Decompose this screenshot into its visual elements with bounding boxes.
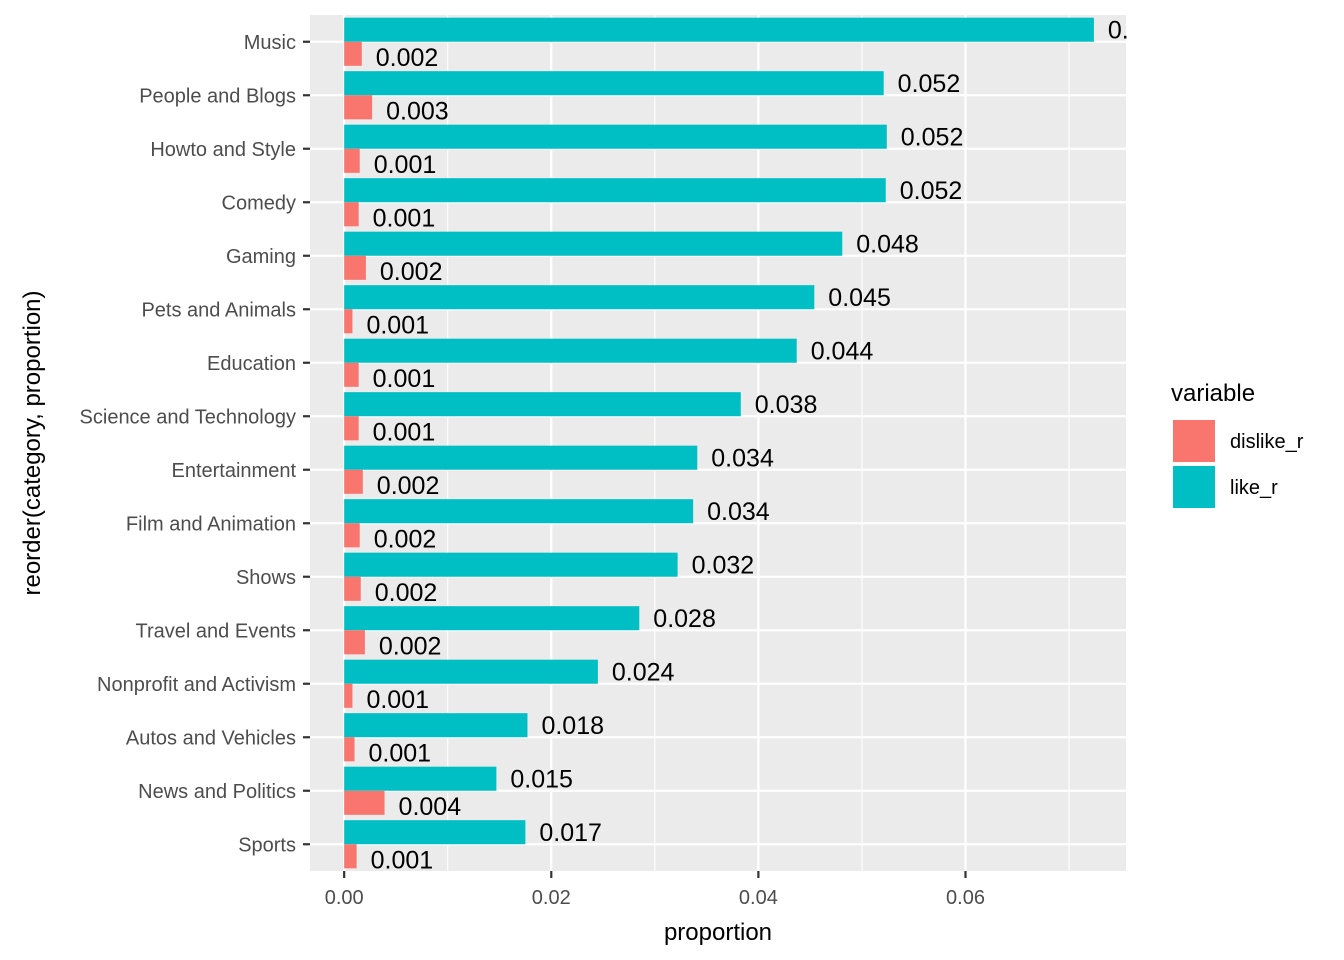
value-labels-layer: 0. 0.002 0.052 0.003 0.052 0.001 0.052 0.001 0.0… <box>366 17 1128 875</box>
bar-like <box>344 17 1094 42</box>
y-tick-label: Film and Animation <box>126 513 296 535</box>
value-label-dislike: 0.002 <box>380 258 443 286</box>
legend-label-like: like_r <box>1230 477 1278 499</box>
bar-like <box>344 178 886 203</box>
legend-swatch-dislike <box>1173 420 1215 462</box>
y-tick-label: Music <box>244 32 296 54</box>
bar-dislike <box>344 362 359 387</box>
bar-dislike <box>344 95 373 120</box>
value-label-like: 0.052 <box>898 70 961 98</box>
value-label-dislike: 0.001 <box>369 739 432 767</box>
value-label-dislike: 0.004 <box>399 793 462 821</box>
y-tick-label: Pets and Animals <box>141 299 296 321</box>
value-label-like: 0.028 <box>653 605 716 633</box>
bar-like <box>344 285 815 310</box>
bar-like <box>344 71 884 96</box>
value-label-dislike: 0.002 <box>374 525 437 553</box>
y-tick-label: Nonprofit and Activism <box>97 674 296 696</box>
y-tick-label: Science and Technology <box>80 406 296 428</box>
bar-dislike <box>344 523 360 548</box>
bar-dislike <box>344 255 366 280</box>
x-tick-label: 0.02 <box>532 887 571 909</box>
y-tick-label: People and Blogs <box>139 85 296 107</box>
value-label-dislike: 0.002 <box>377 472 440 500</box>
bar-dislike <box>344 737 355 762</box>
bar-dislike <box>344 630 365 655</box>
x-tick-label: 0.00 <box>325 887 364 909</box>
value-label-like: 0.018 <box>541 712 604 740</box>
y-tick-label: News and Politics <box>138 781 296 803</box>
x-tick-label: 0.04 <box>739 887 778 909</box>
bar-like <box>344 338 797 363</box>
value-label-like: 0.038 <box>755 391 818 419</box>
value-label-dislike: 0.001 <box>366 686 429 714</box>
value-label-dislike: 0.001 <box>373 365 436 393</box>
legend-swatch-like <box>1173 466 1215 508</box>
value-label-dislike: 0.001 <box>373 418 436 446</box>
value-label-dislike: 0.001 <box>374 151 437 179</box>
legend: variable dislike_r like_r <box>1171 380 1304 508</box>
x-axis-title: proportion <box>664 919 772 946</box>
y-axis: Music People and Blogs Howto and Style Come… <box>80 32 310 856</box>
y-tick-label: Autos and Vehicles <box>126 727 296 749</box>
bar-like <box>344 606 640 631</box>
bar-like <box>344 713 528 738</box>
value-label-like: 0.048 <box>856 231 919 259</box>
y-tick-label: Shows <box>236 567 296 589</box>
bar-dislike <box>344 416 359 441</box>
value-label-dislike: 0.001 <box>371 846 434 874</box>
value-label-dislike: 0.002 <box>375 579 438 607</box>
bar-like <box>344 499 694 524</box>
bar-like <box>344 659 598 684</box>
bar-like <box>344 445 698 470</box>
value-label-like: 0.052 <box>901 124 964 152</box>
value-label-like: 0. <box>1108 17 1129 45</box>
y-tick-label: Travel and Events <box>136 620 296 642</box>
bar-dislike <box>344 41 362 66</box>
legend-title: variable <box>1171 380 1255 407</box>
bar-dislike <box>344 309 353 334</box>
bar-dislike <box>344 844 357 869</box>
value-label-dislike: 0.002 <box>379 632 442 660</box>
y-tick-label: Entertainment <box>171 460 296 482</box>
value-label-dislike: 0.001 <box>366 311 429 339</box>
value-label-like: 0.045 <box>828 284 891 312</box>
value-label-like: 0.034 <box>707 498 770 526</box>
value-label-like: 0.015 <box>510 766 573 794</box>
bar-dislike <box>344 469 363 494</box>
bars-layer <box>344 17 1094 869</box>
y-tick-label: Howto and Style <box>150 139 296 161</box>
value-label-like: 0.024 <box>612 659 675 687</box>
y-tick-label: Comedy <box>222 192 296 214</box>
value-label-like: 0.044 <box>811 338 874 366</box>
value-label-like: 0.052 <box>900 177 963 205</box>
bar-dislike <box>344 790 385 815</box>
bar-dislike <box>344 202 359 227</box>
y-axis-title: reorder(category, proportion) <box>19 290 46 595</box>
bar-dislike <box>344 148 360 173</box>
bar-like <box>344 552 678 577</box>
x-tick-label: 0.06 <box>946 887 985 909</box>
bar-like <box>344 124 887 149</box>
y-tick-label: Gaming <box>226 246 296 268</box>
y-tick-label: Sports <box>238 834 296 856</box>
bar-dislike <box>344 683 353 708</box>
legend-label-dislike: dislike_r <box>1230 431 1304 453</box>
value-label-dislike: 0.002 <box>376 44 439 72</box>
bar-like <box>344 231 843 256</box>
bar-like <box>344 766 497 791</box>
value-label-dislike: 0.003 <box>386 97 449 125</box>
bar-like <box>344 392 741 417</box>
bar-like <box>344 820 526 845</box>
x-axis: 0.00 0.02 0.04 0.06 <box>325 871 985 909</box>
y-tick-label: Education <box>207 353 296 375</box>
value-label-like: 0.034 <box>711 445 774 473</box>
value-label-dislike: 0.001 <box>373 204 436 232</box>
value-label-like: 0.017 <box>539 819 602 847</box>
bar-dislike <box>344 576 361 601</box>
value-label-like: 0.032 <box>692 552 755 580</box>
